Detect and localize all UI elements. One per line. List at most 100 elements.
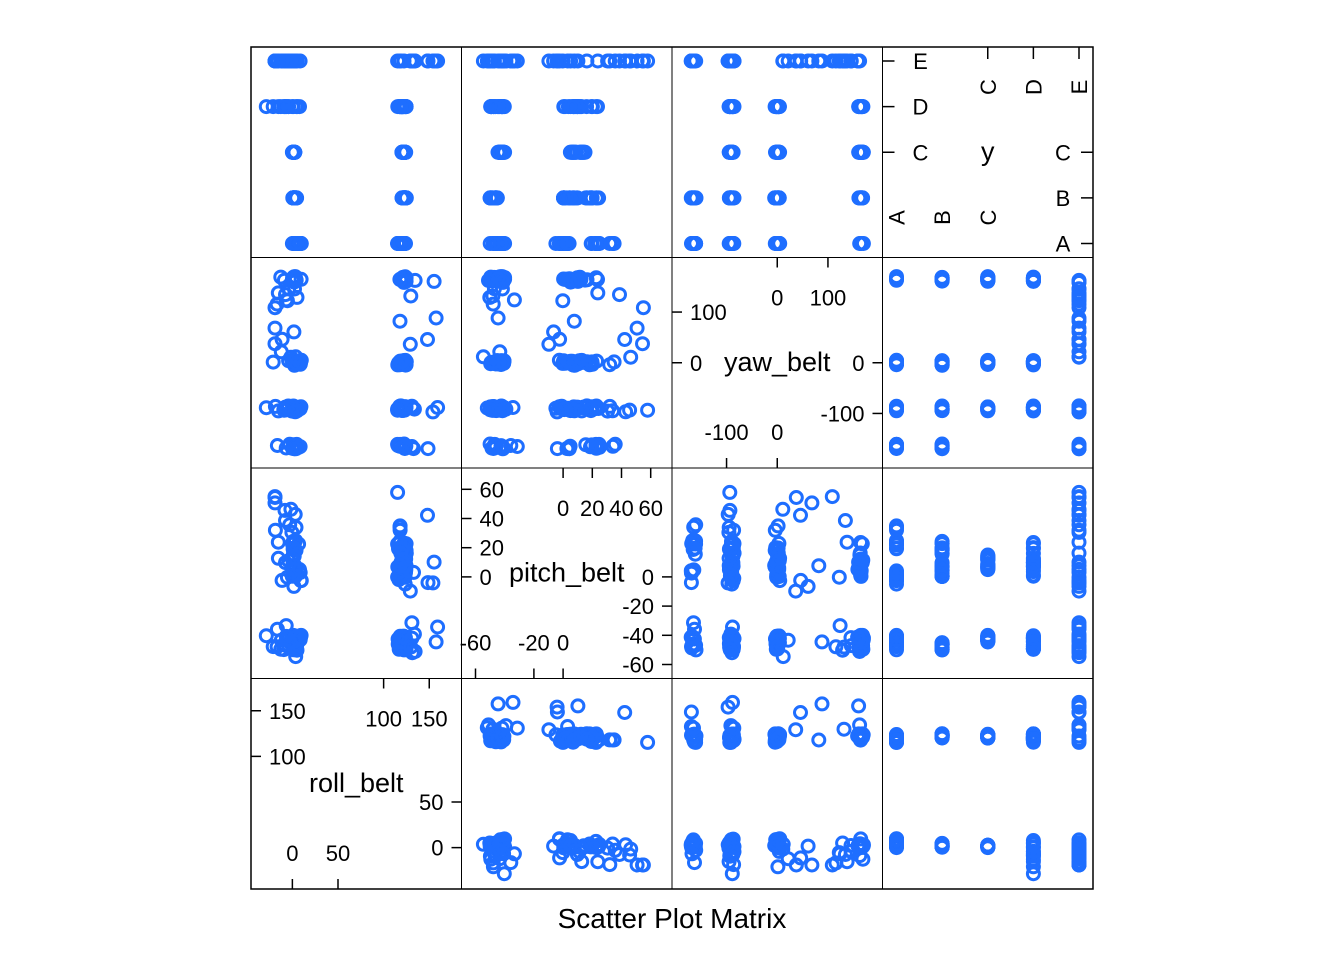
data-point: [492, 344, 508, 360]
tick-label: -20: [518, 631, 550, 656]
data-point: [428, 310, 444, 326]
data-point: [770, 144, 786, 160]
data-point: [274, 331, 290, 347]
tick-label: 150: [269, 699, 306, 724]
data-point: [563, 353, 578, 369]
data-point: [853, 535, 869, 550]
data-point: [556, 190, 571, 206]
data-point: [723, 718, 739, 734]
data-point: [475, 349, 491, 365]
data-point: [607, 53, 623, 69]
data-point: [934, 542, 950, 558]
data-point: [602, 398, 618, 414]
data-point: [770, 859, 786, 875]
data-point: [398, 438, 414, 454]
data-point: [270, 53, 286, 69]
data-point: [1025, 727, 1041, 743]
data-point: [426, 273, 442, 289]
data-point: [767, 522, 783, 538]
data-point: [288, 349, 304, 365]
data-point: [934, 401, 950, 417]
data-point: [852, 236, 868, 251]
data-point: [590, 854, 606, 870]
tick-label: 0: [771, 420, 783, 445]
data-point: [612, 287, 627, 303]
data-point: [498, 401, 514, 417]
panel-yaw_belt-vs-pitch_belt: [683, 484, 871, 665]
tick-label: C: [976, 79, 1001, 95]
data-point: [482, 835, 498, 851]
data-point: [980, 403, 996, 419]
data-point: [566, 144, 582, 160]
panel-roll_belt-vs-yaw_belt: [258, 269, 446, 457]
panel-pitch_belt-vs-roll_belt: [475, 694, 656, 882]
data-point: [1025, 271, 1041, 287]
data-point: [549, 699, 565, 715]
data-point: [494, 281, 510, 297]
data-point: [560, 719, 576, 734]
data-point: [725, 619, 740, 635]
data-point: [788, 490, 804, 505]
data-point: [393, 354, 409, 370]
data-point: [430, 619, 446, 635]
data-point: [683, 564, 699, 580]
tick-label: B: [1056, 186, 1071, 211]
data-point: [934, 836, 950, 852]
tick-label: B: [930, 210, 955, 225]
data-point: [788, 722, 804, 738]
variable-name-label: y: [981, 136, 995, 166]
data-point: [552, 331, 568, 347]
data-point: [889, 570, 904, 586]
data-point: [583, 439, 598, 455]
data-point: [889, 632, 904, 648]
data-point: [855, 190, 871, 206]
data-point: [832, 618, 848, 634]
tick-label: 0: [431, 836, 443, 861]
data-point: [420, 575, 436, 591]
data-point: [687, 621, 702, 637]
tick-label: 60: [638, 496, 662, 521]
data-point: [566, 99, 581, 115]
data-point: [771, 562, 787, 577]
data-point: [554, 236, 570, 251]
data-point: [1025, 732, 1041, 748]
data-point: [420, 332, 435, 347]
data-point: [406, 626, 422, 642]
data-point: [289, 289, 305, 305]
data-point: [722, 848, 738, 864]
data-point: [770, 99, 786, 115]
tick-label: A: [1056, 232, 1071, 257]
data-point: [403, 288, 419, 304]
data-point: [485, 855, 501, 871]
data-point: [393, 398, 409, 414]
data-point: [617, 53, 633, 69]
data-point: [814, 53, 830, 69]
data-point: [889, 533, 904, 549]
data-point: [292, 236, 308, 251]
data-point: [274, 572, 290, 588]
data-point: [793, 850, 809, 866]
data-point: [541, 722, 557, 738]
tick-label: C: [976, 209, 1001, 225]
data-point: [685, 542, 701, 557]
data-point: [889, 563, 904, 579]
data-point: [726, 236, 742, 251]
tick-label: D: [913, 95, 929, 120]
panel-roll_belt-vs-y: [258, 53, 446, 251]
data-point: [1071, 572, 1087, 588]
data-point: [591, 236, 607, 251]
data-point: [482, 402, 498, 418]
data-point: [583, 99, 599, 115]
data-point: [398, 190, 414, 206]
tick-label: 50: [326, 841, 350, 866]
data-point: [1071, 835, 1087, 851]
data-point: [584, 356, 600, 372]
data-point: [602, 357, 618, 373]
data-point: [488, 190, 504, 206]
data-point: [1071, 489, 1087, 505]
data-point: [505, 400, 521, 415]
data-point: [723, 567, 739, 583]
data-point: [430, 53, 446, 69]
tick-label: 0: [642, 565, 654, 590]
